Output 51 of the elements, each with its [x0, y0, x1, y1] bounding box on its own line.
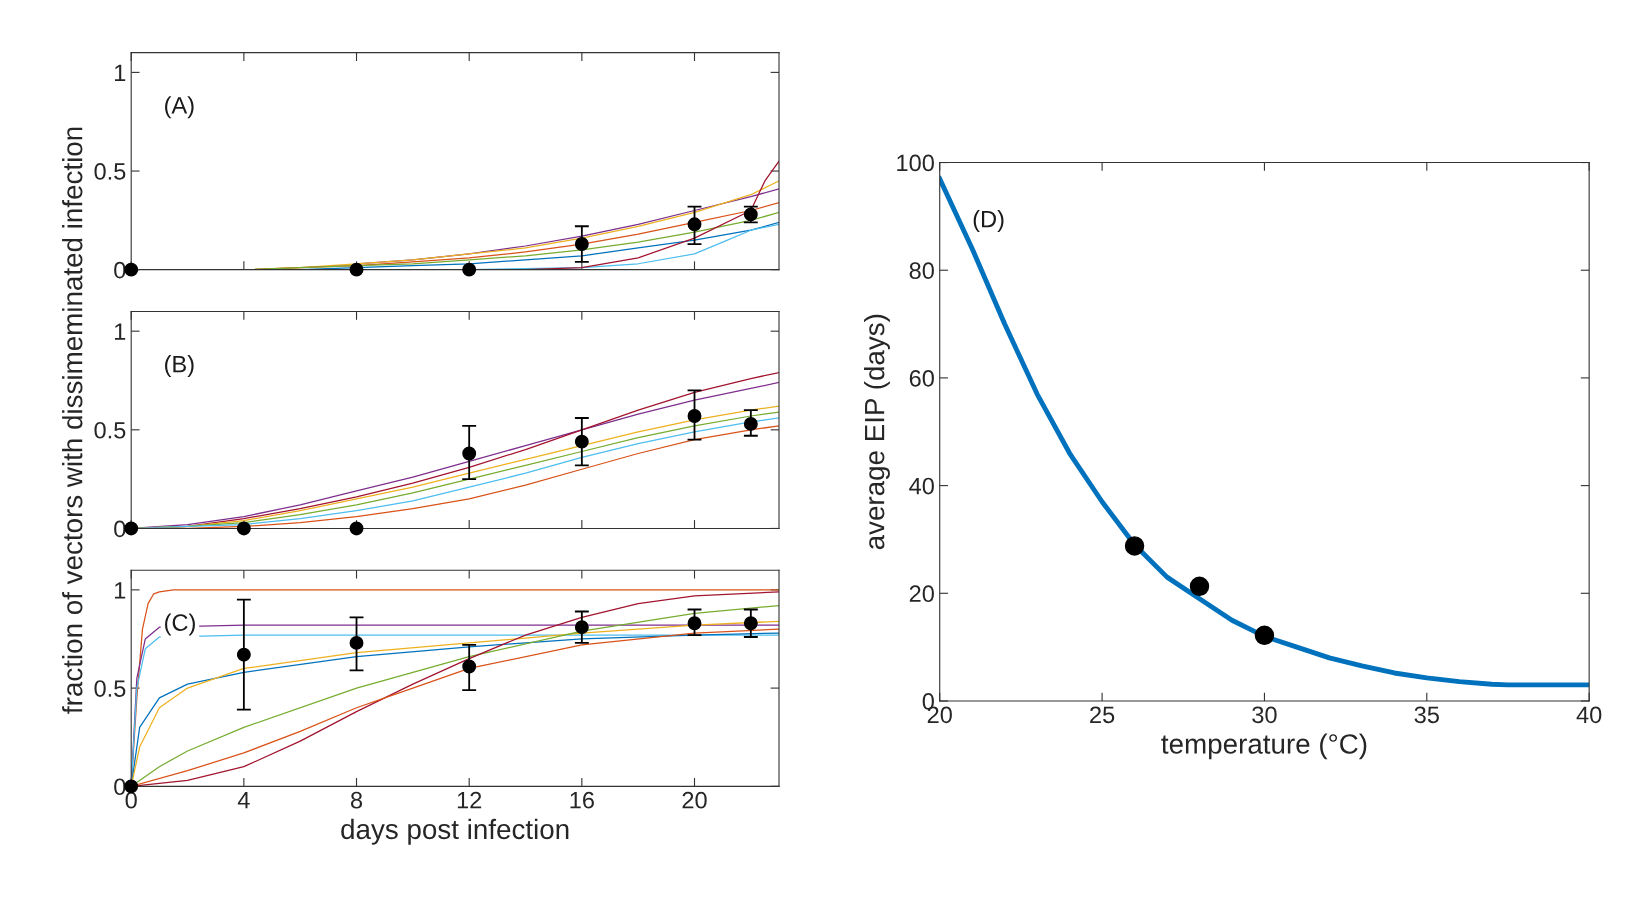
y-tick-label: 1: [115, 582, 126, 599]
y-tick-label: 60: [909, 369, 934, 387]
point: [687, 409, 702, 423]
point: [462, 262, 477, 277]
point: [236, 647, 251, 662]
point: [743, 416, 758, 431]
x-tick-label: 30: [1252, 706, 1277, 724]
y-tick-label: 1: [115, 323, 126, 340]
y-tick-label: 0: [114, 778, 126, 796]
point: [1254, 625, 1275, 646]
y-tick-label: 80: [909, 262, 934, 280]
y-tick-label: 0.5: [94, 680, 126, 697]
x-tick-label: 12: [457, 791, 482, 809]
point: [349, 635, 364, 650]
point: [574, 434, 589, 449]
y-tick-label: 0.5: [94, 163, 126, 180]
y-tick-label: 1: [115, 64, 126, 81]
y-tick-label: 0: [114, 520, 126, 538]
x-tick-label: 4: [237, 792, 250, 809]
x-axis-title: temperature (°C): [1161, 733, 1367, 760]
y-tick-label: 20: [909, 585, 934, 603]
annotation: (A): [165, 96, 194, 119]
x-tick-label: 16: [570, 791, 594, 809]
annotation: (B): [165, 355, 194, 378]
y-tick-label: 0: [114, 261, 126, 279]
point: [1124, 536, 1145, 556]
point: [1189, 576, 1210, 597]
x-tick-label: 25: [1090, 706, 1115, 724]
annotation: (D): [973, 210, 1004, 233]
point: [462, 446, 477, 461]
x-tick-label: 20: [682, 791, 707, 809]
x-tick-label: 35: [1414, 706, 1439, 724]
annotation: (C): [165, 613, 195, 636]
line-series: [939, 176, 1590, 688]
y-axis-title: average EIP (days): [864, 314, 890, 550]
x-axis-title: days post infection: [341, 818, 569, 845]
point: [349, 521, 364, 536]
point: [236, 521, 251, 536]
y-axis-title: fraction of vectors with dissimeminated infection: [62, 127, 83, 714]
point: [349, 262, 364, 277]
y-tick-label: 0.5: [94, 421, 126, 439]
y-tick-label: 40: [909, 477, 934, 495]
point: [462, 659, 477, 674]
point: [687, 616, 702, 631]
x-tick-label: 40: [1576, 706, 1602, 724]
y-tick-label: 100: [897, 154, 934, 172]
x-tick-label: 8: [350, 791, 363, 809]
point: [743, 616, 758, 631]
point: [687, 217, 702, 232]
point: [574, 237, 589, 251]
point: [574, 620, 589, 635]
